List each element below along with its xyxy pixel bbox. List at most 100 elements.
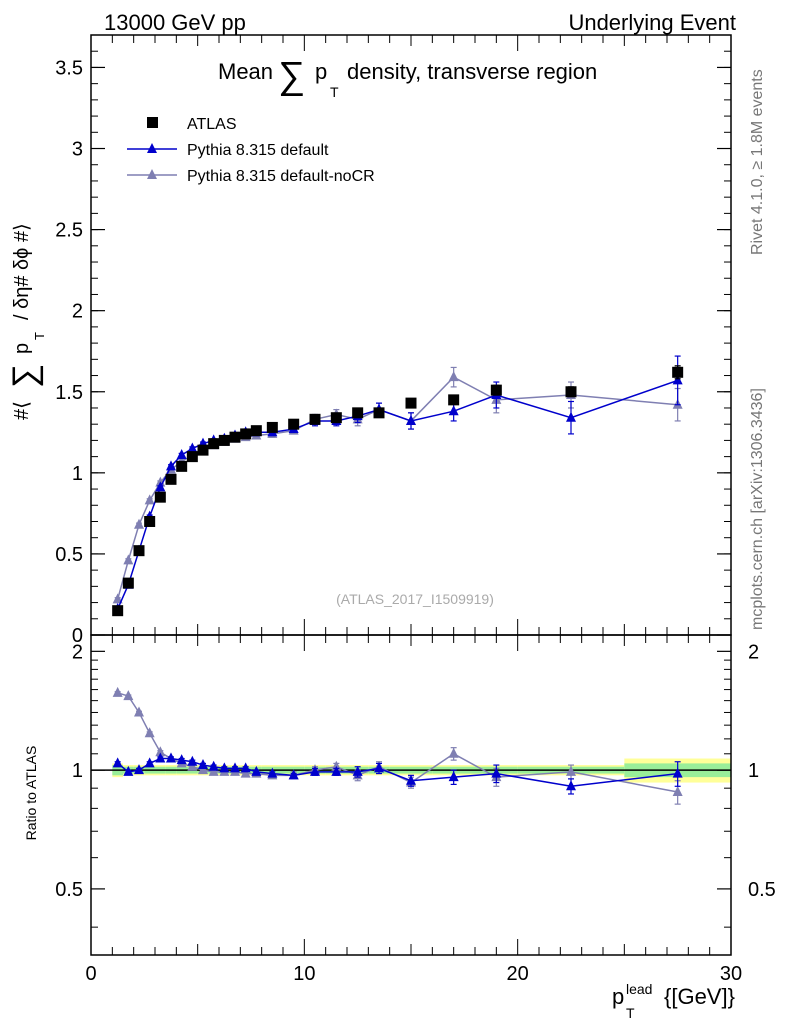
- xlabel-p: p: [612, 984, 624, 1009]
- main-point-atlas: [309, 413, 321, 425]
- analysis-watermark: (ATLAS_2017_I1509919): [336, 591, 494, 607]
- main-ytick-label: 2: [72, 301, 83, 323]
- legend-marker-default: [147, 143, 157, 153]
- main-point-default: [406, 414, 416, 425]
- ratio-point-nocr: [155, 746, 166, 757]
- ylabel-sum-symbol: ∑: [6, 364, 44, 388]
- main-ytick-label: 2.5: [55, 220, 83, 242]
- ratio-point-default: [310, 765, 320, 776]
- main-ytick-label: 1.5: [55, 382, 83, 404]
- main-point-atlas: [144, 515, 156, 527]
- ratio-point-default: [208, 760, 219, 771]
- ylabel-open: #⟨: [11, 401, 33, 420]
- main-point-atlas: [154, 491, 166, 503]
- ratio-point-default: [288, 769, 299, 780]
- ratio-line-nocr: [117, 692, 678, 793]
- main-ytick-label: 1: [72, 463, 83, 485]
- ratio-y-axis-label: Ratio to ATLAS: [23, 746, 39, 841]
- xlabel-unit: {[GeV]}: [664, 984, 735, 1009]
- main-point-atlas: [165, 473, 177, 485]
- main-point-default: [672, 374, 683, 385]
- ratio-point-default: [566, 780, 576, 791]
- ratio-point-nocr: [123, 690, 134, 701]
- main-point-default: [187, 442, 198, 453]
- ratio-point-default: [374, 762, 384, 773]
- rivet-version-label: Rivet 4.1.0, ≥ 1.8M events: [749, 69, 766, 255]
- ylabel-p: p: [11, 343, 33, 354]
- mcplots-label: mcplots.cern.ch [arXiv:1306.3436]: [749, 388, 766, 630]
- ratio-point-default: [112, 757, 123, 768]
- x-tick-label: 10: [293, 963, 315, 985]
- header-analysis: Underlying Event: [568, 10, 736, 35]
- main-point-atlas: [229, 431, 241, 443]
- main-panel: 0 0.5 1 1.5 2 2.5 3 3.5 Mean ∑ p T density, tra…: [6, 34, 732, 647]
- main-point-atlas: [373, 407, 385, 419]
- main-point-atlas: [176, 460, 188, 472]
- title-post: density, transverse region: [347, 59, 597, 84]
- legend-marker-atlas: [147, 117, 158, 128]
- main-point-atlas: [672, 366, 684, 378]
- main-ytick-label: 0.5: [55, 544, 83, 566]
- ratio-point-default: [672, 767, 683, 778]
- ratio-ytick-label-right: 0.5: [748, 879, 776, 901]
- x-tick-label: 30: [720, 963, 742, 985]
- main-point-atlas: [448, 394, 460, 406]
- main-ytick-label: 0: [72, 625, 83, 647]
- main-point-nocr: [123, 554, 134, 565]
- ratio-point-default: [331, 765, 342, 776]
- title-sum-symbol: ∑: [278, 55, 305, 97]
- main-point-default: [155, 481, 166, 492]
- ratio-point-nocr: [208, 765, 219, 776]
- ratio-ytick-label-right: 2: [748, 641, 759, 663]
- main-point-atlas: [133, 545, 145, 557]
- ratio-point-default: [448, 771, 459, 782]
- main-point-default: [566, 411, 576, 422]
- main-point-default: [448, 405, 459, 416]
- ratio-ytick-label: 0.5: [55, 879, 83, 901]
- main-point-atlas: [197, 444, 209, 456]
- ratio-point-nocr: [448, 747, 459, 758]
- ylabel-close: / δη# δϕ #⟩: [11, 223, 33, 320]
- main-point-atlas: [266, 421, 278, 433]
- main-point-atlas: [405, 397, 417, 409]
- main-point-atlas: [330, 412, 342, 424]
- main-point-default: [176, 449, 187, 459]
- legend-marker-nocr: [147, 169, 157, 179]
- header-energy: 13000 GeV pp: [104, 10, 246, 35]
- x-tick-label: 0: [85, 963, 96, 985]
- ratio-ytick-label-right: 1: [748, 760, 759, 782]
- ratio-point-nocr: [198, 764, 208, 775]
- legend-label-nocr: Pythia 8.315 default-noCR: [187, 168, 375, 185]
- main-point-atlas: [240, 428, 252, 440]
- main-point-atlas: [352, 407, 364, 419]
- ratio-point-nocr: [566, 765, 576, 776]
- x-tick-label: 20: [507, 963, 529, 985]
- main-point-default: [166, 460, 176, 471]
- ylabel-sub-t: T: [32, 332, 47, 340]
- main-y-tick-labels: 0 0.5 1 1.5 2 2.5 3 3.5: [55, 57, 83, 647]
- title-p: p: [315, 59, 327, 84]
- main-point-atlas: [208, 438, 220, 450]
- main-point-nocr: [112, 593, 123, 604]
- ratio-point-default: [230, 762, 240, 773]
- xlabel-sup-lead: lead: [626, 981, 652, 997]
- ratio-point-default: [144, 757, 155, 768]
- ratio-point-nocr: [144, 727, 155, 738]
- ratio-panel: 0.5 0.5 1 1 2 2 0 10 20 30 Ratio to ATLAS p T le…: [23, 634, 776, 1021]
- ratio-point-default: [123, 765, 134, 776]
- ratio-point-default: [352, 765, 363, 776]
- ratio-point-default: [176, 754, 187, 765]
- title-pre: Mean: [218, 59, 273, 84]
- main-point-atlas: [122, 577, 134, 589]
- legend-label-default: Pythia 8.315 default: [187, 142, 329, 159]
- ratio-point-default: [155, 752, 166, 763]
- main-ytick-label: 3.5: [55, 57, 83, 79]
- main-point-atlas: [218, 434, 230, 446]
- x-axis-label: p T lead {[GeV]}: [612, 981, 735, 1021]
- ratio-y-tick-labels: 0.5 0.5 1 1 2 2: [55, 641, 776, 901]
- ratio-point-nocr: [240, 767, 251, 778]
- ratio-ytick-label: 2: [72, 641, 83, 663]
- main-ytick-label: 3: [72, 139, 83, 161]
- main-point-atlas: [186, 451, 198, 463]
- main-point-atlas: [250, 425, 262, 437]
